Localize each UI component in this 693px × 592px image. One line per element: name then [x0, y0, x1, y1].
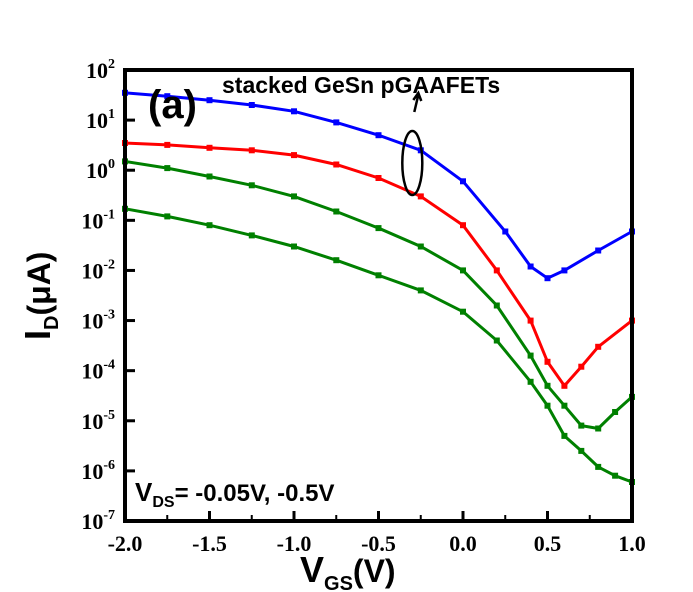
series-1-point [164, 93, 171, 100]
y-tick-label: 10-5 [81, 408, 115, 434]
series-4-point [417, 287, 424, 294]
series-4-point [527, 378, 534, 385]
series-2-point [291, 152, 297, 159]
y-tick-label: 101 [86, 107, 115, 133]
y-axis-label-sub: D [41, 316, 63, 330]
tick-group: -2.0 -1.5 -1.0 -0.5 0.0 0.5 1.0 102 101 100 10-1 10… [81, 57, 645, 556]
series-2-point [460, 222, 466, 229]
series-1-point [206, 97, 213, 104]
y-tick-label: 102 [86, 57, 115, 83]
series-2-point [164, 141, 171, 148]
series-2-point [595, 343, 602, 350]
series-3-point [333, 208, 340, 215]
series-3-point [544, 382, 551, 389]
series-1-point [291, 108, 297, 115]
x-axis-label-unit: (V) [353, 553, 396, 589]
series-3-point [527, 352, 534, 359]
series-2-point [206, 144, 213, 151]
series-4-point [595, 463, 602, 470]
series-1-point [333, 119, 340, 126]
series-4-point [578, 447, 585, 454]
label-group: (a) stacked GeSn pGAAFETs VDS= -0.05V, -… [17, 72, 500, 592]
panel-label: (a) [148, 83, 197, 127]
series-1-point [561, 267, 568, 274]
plot-area [122, 89, 635, 485]
x-tick-label: -1.5 [192, 531, 227, 556]
series-4-point [291, 243, 297, 250]
y-tick-label: 10-4 [81, 358, 115, 384]
series-1-point [375, 132, 382, 139]
y-axis-label-main: I [17, 330, 58, 340]
series-2-point [333, 161, 340, 168]
x-tick-label: -2.0 [108, 531, 143, 556]
series-3-point [375, 225, 382, 232]
x-axis-label-main: V [300, 549, 324, 590]
x-tick-label: 0.0 [449, 531, 477, 556]
series-2-point [578, 363, 585, 370]
x-axis-label: VGS(V) [300, 549, 396, 592]
annotation-arrow [412, 90, 423, 113]
series-4-point [333, 257, 340, 264]
series-2-point [417, 193, 424, 200]
series-line-1 [124, 91, 633, 280]
y-tick-label: 10-1 [81, 207, 115, 233]
series-4-point [612, 472, 619, 479]
annotation-ellipse [401, 129, 424, 197]
series-4-point [164, 213, 171, 220]
series-2-point [375, 175, 382, 181]
y-tick-label: 10-3 [81, 308, 115, 334]
y-axis-label-unit: (μA) [21, 252, 57, 316]
series-1-point [502, 228, 509, 235]
series-2-point [248, 147, 255, 154]
y-tick-label: 10-6 [81, 458, 115, 484]
series-3-point [578, 422, 585, 429]
x-tick-label: 1.0 [618, 531, 646, 556]
annotation-text: stacked GeSn pGAAFETs [222, 72, 500, 98]
series-1-point [595, 247, 602, 254]
series-2-point [493, 267, 500, 274]
series-2-point [527, 317, 534, 324]
series-3-point [291, 193, 297, 200]
series-3-point [561, 402, 568, 409]
series-3-point [417, 243, 424, 250]
y-tick-label: 100 [86, 157, 115, 183]
x-tick-label: 0.5 [534, 531, 562, 556]
series-3-point [493, 302, 500, 309]
series-1-point [248, 102, 255, 108]
series-4-point [375, 272, 382, 279]
y-tick-label: 10-7 [81, 508, 115, 534]
series-4-point [460, 308, 466, 315]
condition-text: = -0.05V, -0.5V [175, 480, 335, 507]
series-line-2 [124, 141, 633, 389]
condition-sub: DS [152, 494, 175, 511]
series-2-point [544, 358, 551, 365]
series-line-3 [124, 159, 633, 431]
series-line-4 [124, 207, 633, 484]
series-4-point [248, 232, 255, 239]
series-3-point [248, 182, 255, 189]
series-1-point [544, 275, 551, 282]
series-3-point [595, 425, 602, 432]
series-4-point [206, 222, 213, 229]
series-3-point [460, 267, 466, 274]
series-2-point [561, 382, 568, 389]
series-4-point [561, 432, 568, 439]
series-3-point [206, 173, 213, 180]
series-1-point [460, 178, 466, 185]
condition-label: VDS= -0.05V, -0.5V [135, 477, 334, 511]
series-1-point [527, 263, 534, 270]
x-tick-label: -1.0 [277, 531, 312, 556]
series-4-point [493, 337, 500, 344]
y-axis-label: ID(μA) [17, 252, 63, 340]
y-tick-label: 10-2 [81, 257, 115, 283]
x-axis-label-sub: GS [324, 573, 353, 592]
series-3-point [164, 165, 171, 172]
series-3-point [612, 409, 619, 415]
series-4-point [544, 402, 551, 409]
x-tick-label: -0.5 [361, 531, 396, 556]
condition-prefix: V [135, 477, 153, 507]
